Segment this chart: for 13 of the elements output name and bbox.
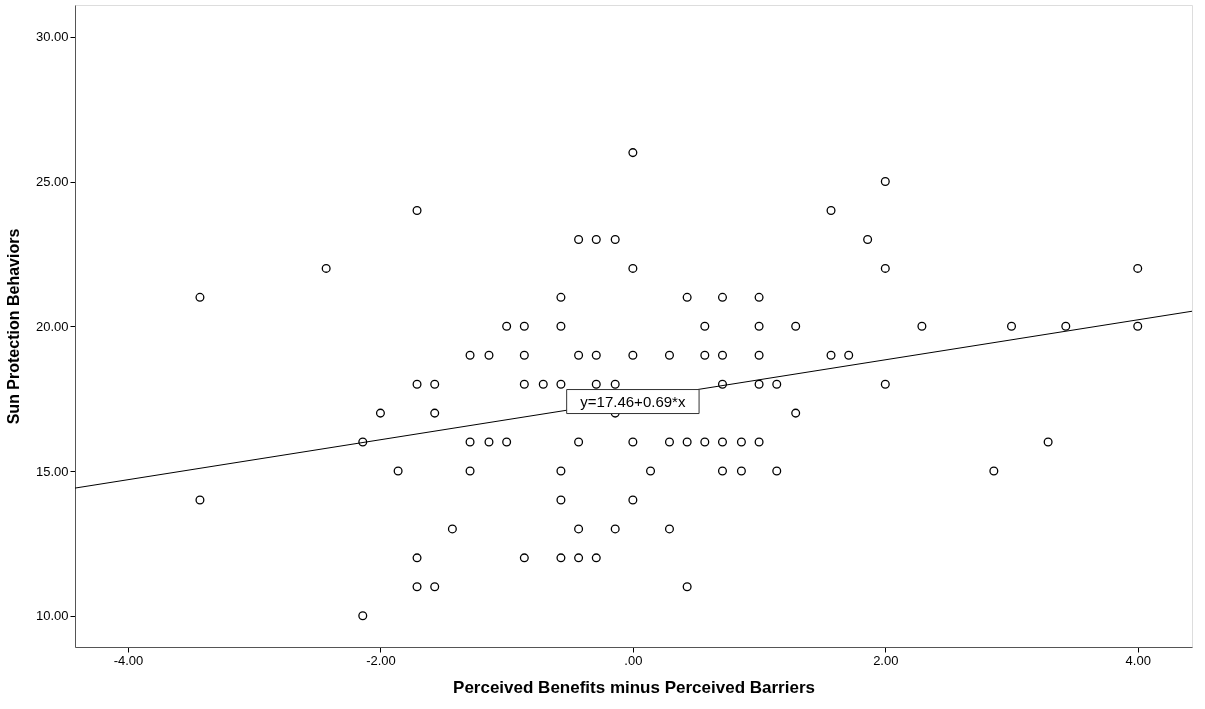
x-tick-label: 4.00 [1125,652,1151,668]
x-tick-label: -4.00 [113,652,144,668]
x-tick-label: .00 [624,652,643,668]
y-tick-label: 10.00 [35,608,69,624]
x-tick-label: -2.00 [366,652,396,668]
annotation: y=17.46+0.69*x [580,392,686,410]
y-tick-label: 25.00 [35,174,69,190]
x-axis-title: Perceived Benefits minus Perceived Barriers [453,677,815,697]
y-tick-label: 30.00 [35,29,69,45]
y-tick-label: 20.00 [35,318,69,334]
x-tick-label: 2.00 [873,652,899,668]
y-tick-label: 15.00 [35,463,69,479]
y-axis-title: Sun Protection Behaviors [4,228,22,425]
